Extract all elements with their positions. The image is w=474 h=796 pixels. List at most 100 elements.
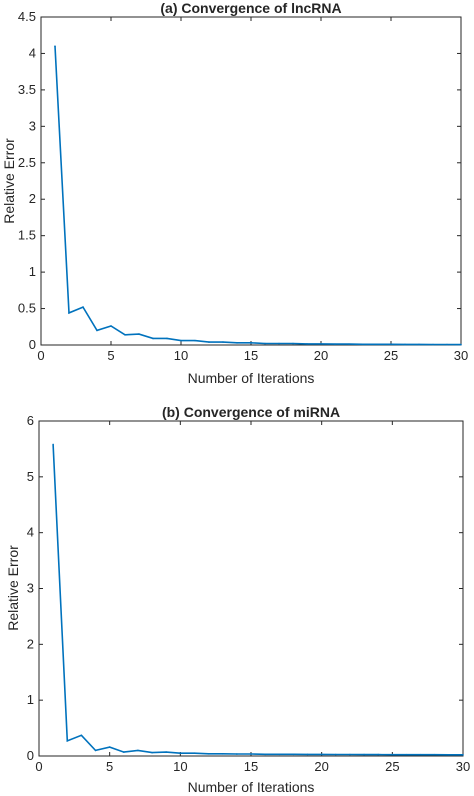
x-tick-label: 30 [456, 759, 470, 774]
x-tick-label: 0 [37, 348, 44, 363]
data-point [377, 753, 380, 756]
data-point [320, 753, 323, 756]
x-tick-label: 20 [314, 348, 328, 363]
data-point [138, 333, 140, 335]
data-point [334, 343, 336, 345]
data-point [80, 734, 83, 737]
data-point [208, 341, 210, 343]
y-tick-label: 2 [27, 636, 34, 651]
data-point [124, 333, 126, 336]
plot-area [38, 420, 464, 757]
y-axis-label: Relative Error [1, 138, 17, 224]
data-point [433, 753, 436, 756]
y-tick-label: 4.5 [18, 9, 36, 24]
x-tick-label: 10 [173, 759, 187, 774]
data-point [460, 343, 462, 346]
data-point [236, 753, 238, 755]
chart-title: (b) Convergence of miRNA [162, 404, 340, 420]
x-tick-label: 25 [385, 759, 399, 774]
x-tick-label: 25 [384, 348, 398, 363]
y-tick-label: 3.5 [18, 82, 36, 97]
x-tick-label: 5 [107, 348, 114, 363]
data-point [222, 341, 224, 343]
y-axis: 0 1 2 3 4 5 6 [27, 413, 463, 763]
data-point [292, 342, 294, 345]
data-point [152, 337, 154, 340]
data-point [52, 443, 54, 446]
data-point [54, 45, 56, 47]
data-point [207, 752, 210, 755]
data-point [165, 751, 167, 753]
data-point [391, 753, 394, 756]
data-points [54, 45, 462, 346]
plot-area [40, 16, 462, 346]
y-tick-label: 0 [29, 337, 36, 352]
data-point [363, 753, 365, 756]
chart-lncrna: (a) Convergence of lncRNA 0 0.5 1 1.5 2 2.5 3 3… [1, 0, 468, 386]
x-axis-label: Number of Iterations [188, 370, 315, 386]
x-tick-label: 0 [35, 759, 42, 774]
chart-title: (a) Convergence of lncRNA [160, 0, 341, 16]
y-tick-label: 3 [27, 581, 34, 596]
data-point [432, 343, 434, 346]
data-point [278, 342, 280, 345]
y-tick-label: 4 [27, 525, 34, 540]
data-point [264, 342, 266, 345]
data-point [418, 343, 420, 346]
y-tick-label: 1 [27, 692, 34, 707]
data-point [96, 329, 98, 332]
data-point [349, 753, 351, 756]
y-axis: 0 0.5 1 1.5 2 2.5 3 3.5 4 4.5 [18, 9, 461, 352]
x-axis-label: Number of Iterations [188, 779, 315, 795]
data-point [108, 746, 111, 748]
data-point [180, 339, 182, 342]
data-point [82, 306, 84, 308]
series-line [52, 444, 463, 756]
data-point [446, 343, 448, 346]
data-point [236, 342, 238, 344]
data-point [419, 753, 422, 756]
data-point [194, 339, 196, 342]
data-point [306, 343, 308, 345]
x-tick-label: 5 [106, 759, 113, 774]
y-tick-label: 6 [27, 413, 34, 428]
data-point [362, 343, 364, 346]
y-tick-label: 0.5 [18, 301, 36, 316]
y-axis-label: Relative Error [5, 545, 21, 631]
data-point [306, 753, 309, 756]
x-tick-label: 30 [454, 348, 468, 363]
y-tick-label: 3 [29, 118, 36, 133]
data-point [292, 753, 295, 756]
data-point [462, 753, 464, 756]
data-point [151, 751, 153, 754]
data-point [278, 753, 281, 756]
data-point [250, 342, 252, 344]
data-point [123, 751, 125, 753]
data-point [264, 753, 266, 756]
x-tick-label: 15 [244, 348, 258, 363]
data-point [250, 753, 252, 755]
series-line [54, 46, 462, 346]
data-points [52, 443, 464, 756]
data-point [448, 753, 450, 756]
data-point [335, 753, 337, 756]
x-tick-label: 20 [314, 759, 328, 774]
data-point [68, 312, 70, 314]
data-point [390, 343, 392, 346]
data-point [404, 343, 406, 346]
data-point [376, 343, 378, 346]
x-tick-label: 15 [244, 759, 258, 774]
data-point [66, 740, 69, 742]
data-point [94, 749, 97, 752]
y-tick-label: 2.5 [18, 155, 36, 170]
y-tick-label: 0 [27, 748, 34, 763]
data-point [405, 753, 408, 756]
x-tick-label: 10 [174, 348, 188, 363]
data-point [221, 752, 224, 755]
y-tick-label: 4 [29, 45, 36, 60]
y-tick-label: 1 [29, 264, 36, 279]
data-point [320, 343, 322, 345]
data-point [110, 325, 112, 327]
chart-mirna: (b) Convergence of miRNA 0 1 2 3 4 5 6 0 5 10 15 2… [5, 404, 470, 795]
